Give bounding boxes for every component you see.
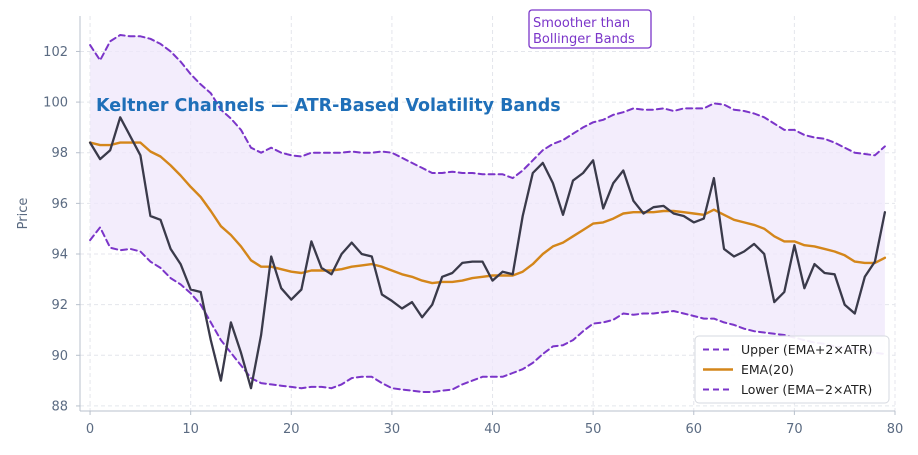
y-tick-label-100: 100 xyxy=(43,96,68,111)
x-tick-label-10: 10 xyxy=(182,422,199,437)
x-tick-label-40: 40 xyxy=(484,422,501,437)
annotation-line-2: Bollinger Bands xyxy=(533,32,635,47)
y-axis-label: Price xyxy=(16,198,31,230)
y-tick-label-92: 92 xyxy=(51,298,68,313)
y-tick-label-102: 102 xyxy=(43,45,68,60)
tick-labels: 0 10 20 30 40 50 60 70 80 88 90 92 94 96 98 100 102 xyxy=(43,45,903,437)
chart-title: Keltner Channels — ATR-Based Volatility … xyxy=(96,96,561,116)
x-tick-label-60: 60 xyxy=(685,422,702,437)
lower-band-line xyxy=(89,226,886,393)
price-line xyxy=(88,116,887,390)
legend-label-ema: EMA(20) xyxy=(741,362,794,377)
upper-band-line xyxy=(89,34,886,180)
annotation-frame xyxy=(528,9,652,49)
x-tick-label-50: 50 xyxy=(585,422,602,437)
x-tick-label-80: 80 xyxy=(887,422,904,437)
legend-label-lower: Lower (EMA−2×ATR) xyxy=(741,382,872,397)
legend: Upper (EMA+2×ATR) EMA(20) Lower (EMA−2×A… xyxy=(694,335,890,404)
y-tick-label-98: 98 xyxy=(51,146,68,161)
series-layer xyxy=(88,34,887,393)
y-tick-label-88: 88 xyxy=(51,399,68,414)
ema-line xyxy=(88,141,887,285)
annotation-box: Smoother than Bollinger Bands xyxy=(528,9,652,49)
channel-band-fill xyxy=(90,35,885,392)
annotation-line-1: Smoother than xyxy=(533,16,630,31)
x-tick-label-70: 70 xyxy=(786,422,803,437)
y-tick-label-90: 90 xyxy=(51,349,68,364)
y-tick-label-94: 94 xyxy=(51,248,68,263)
x-tick-label-0: 0 xyxy=(86,422,94,437)
legend-label-upper: Upper (EMA+2×ATR) xyxy=(741,342,873,357)
x-tick-label-30: 30 xyxy=(384,422,401,437)
x-tick-label-20: 20 xyxy=(283,422,300,437)
axes xyxy=(79,16,895,412)
legend-frame xyxy=(694,335,890,404)
y-tick-label-96: 96 xyxy=(51,197,68,212)
